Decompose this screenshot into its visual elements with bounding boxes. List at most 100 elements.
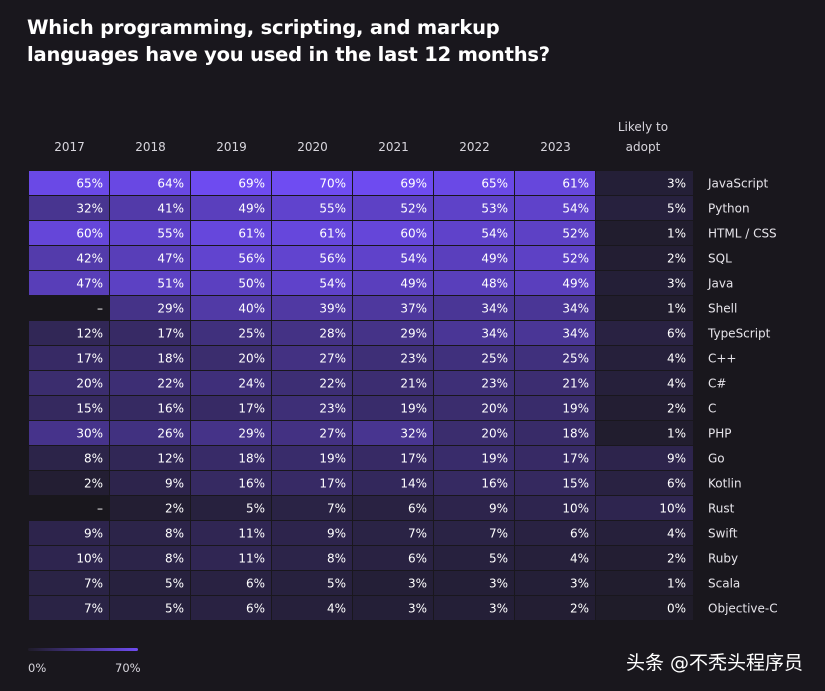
cell-value-label: 19% <box>400 402 427 416</box>
heatmap-cell <box>353 521 433 545</box>
adopt-value-label: 2% <box>667 552 686 566</box>
heatmap-cell <box>272 321 352 345</box>
row-label-typescript: TypeScript <box>707 327 771 341</box>
heatmap-cell <box>515 271 595 295</box>
heatmap-cell <box>191 221 271 245</box>
cell-value-label: 8% <box>84 452 103 466</box>
cell-value-label: 29% <box>238 427 265 441</box>
cell-value-label: 21% <box>400 377 427 391</box>
cell-value-label: 16% <box>481 477 508 491</box>
cell-value-label: 5% <box>165 577 184 591</box>
cell-value-label: 7% <box>84 602 103 616</box>
cell-value-label: 2% <box>84 477 103 491</box>
adopt-cell <box>596 446 693 470</box>
cell-value-label: 14% <box>400 477 427 491</box>
row-label-scala: Scala <box>708 577 740 591</box>
heatmap-cell <box>110 496 190 520</box>
heatmap-cell <box>434 596 514 620</box>
adopt-value-label: 9% <box>667 452 686 466</box>
heatmap-cell <box>272 496 352 520</box>
heatmap-cell <box>110 171 190 195</box>
heatmap-cell <box>272 346 352 370</box>
cell-value-label: 7% <box>327 502 346 516</box>
heatmap-cell <box>29 596 109 620</box>
cell-value-label: 12% <box>76 327 103 341</box>
cell-value-label: 34% <box>481 327 508 341</box>
heatmap-cell <box>353 396 433 420</box>
cell-value-label: – <box>97 302 103 316</box>
adopt-value-label: 3% <box>667 177 686 191</box>
adopt-value-label: 3% <box>667 277 686 291</box>
heatmap-cell <box>29 246 109 270</box>
cell-value-label: 17% <box>76 352 103 366</box>
cell-value-label: – <box>97 502 103 516</box>
heatmap-cell <box>191 171 271 195</box>
heatmap-cell <box>515 346 595 370</box>
adopt-cell <box>596 471 693 495</box>
cell-value-label: 34% <box>562 302 589 316</box>
row-label-objective-c: Objective-C <box>708 602 778 616</box>
heatmap-cell <box>191 446 271 470</box>
adopt-cell <box>596 396 693 420</box>
row-label-c-: C++ <box>708 352 737 366</box>
heatmap-cell <box>110 346 190 370</box>
heatmap-cell <box>110 446 190 470</box>
adopt-value-label: 2% <box>667 252 686 266</box>
heatmap-cell <box>191 596 271 620</box>
cell-value-label: 17% <box>562 452 589 466</box>
cell-value-label: 9% <box>84 527 103 541</box>
cell-value-label: 25% <box>481 352 508 366</box>
cell-value-label: 19% <box>562 402 589 416</box>
heatmap-cell <box>353 596 433 620</box>
heatmap-cell <box>29 321 109 345</box>
heatmap-cell <box>515 296 595 320</box>
heatmap-cell <box>353 321 433 345</box>
heatmap-cell <box>515 396 595 420</box>
cell-value-label: 5% <box>489 552 508 566</box>
adopt-value-label: 6% <box>667 477 686 491</box>
heatmap-cell <box>191 196 271 220</box>
heatmap-cell <box>515 471 595 495</box>
cell-value-label: 2% <box>165 502 184 516</box>
heatmap-cell <box>191 346 271 370</box>
heatmap-cell <box>191 546 271 570</box>
heatmap-cell <box>272 196 352 220</box>
cell-value-label: 20% <box>481 402 508 416</box>
cell-value-label: 52% <box>562 252 589 266</box>
cell-value-label: 9% <box>489 502 508 516</box>
cell-value-label: 4% <box>570 552 589 566</box>
heatmap-cell <box>272 596 352 620</box>
row-label-sql: SQL <box>708 252 732 266</box>
cell-value-label: 39% <box>319 302 346 316</box>
heatmap-cell <box>434 546 514 570</box>
heatmap-cell <box>353 246 433 270</box>
cell-value-label: 17% <box>319 477 346 491</box>
cell-value-label: 6% <box>570 527 589 541</box>
cell-value-label: 42% <box>76 252 103 266</box>
row-label-python: Python <box>708 202 750 216</box>
cell-value-label: 40% <box>238 302 265 316</box>
cell-value-label: 54% <box>481 227 508 241</box>
watermark-text: 头条 @不秃头程序员 <box>625 652 803 674</box>
heatmap-cell <box>515 546 595 570</box>
legend-min-label: 0% <box>28 661 47 675</box>
heatmap-cell <box>191 271 271 295</box>
heatmap-cell <box>29 496 109 520</box>
chart-title-line-1: Which programming, scripting, and markup <box>27 16 500 39</box>
heatmap-cell <box>434 571 514 595</box>
heatmap-cell <box>515 596 595 620</box>
heatmap-cell <box>29 571 109 595</box>
heatmap-cell <box>110 321 190 345</box>
heatmap-cell <box>272 246 352 270</box>
cell-value-label: 24% <box>238 377 265 391</box>
cell-value-label: 23% <box>400 352 427 366</box>
heatmap-cell <box>110 221 190 245</box>
heatmap-cell <box>29 271 109 295</box>
cell-value-label: 17% <box>400 452 427 466</box>
cell-value-label: 28% <box>319 327 346 341</box>
heatmap-chart: 2017 2018 2019 2020 2021 2022 2023 Likely to ado… <box>29 120 778 620</box>
adopt-cell <box>596 571 693 595</box>
cell-value-label: 55% <box>319 202 346 216</box>
cell-value-label: 60% <box>400 227 427 241</box>
cell-value-label: 49% <box>481 252 508 266</box>
